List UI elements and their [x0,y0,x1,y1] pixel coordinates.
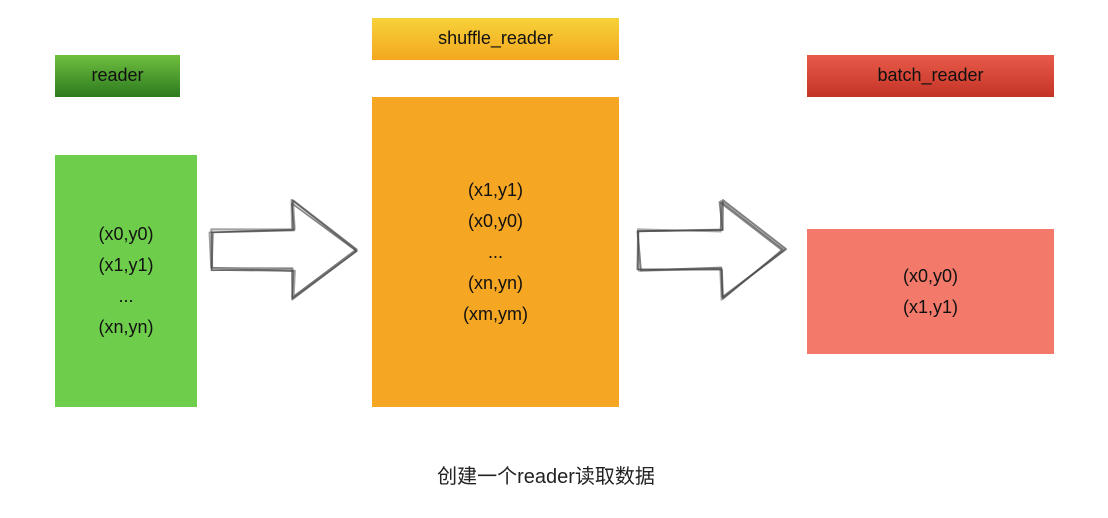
diagram-caption: 创建一个reader读取数据 [346,460,746,489]
reader-data-item: (x1,y1) [98,255,153,276]
batch_reader-data-item: (x0,y0) [903,266,958,287]
batch_reader-data-box: (x0,y0) (x1,y1) [807,229,1054,354]
shuffle_reader-header: shuffle_reader [372,18,619,60]
shuffle_reader-header-label: shuffle_reader [438,28,553,48]
shuffle_reader-data-box: (x1,y1) (x0,y0)... (xn,yn) (xm,ym) [372,97,619,407]
shuffle_reader-data-item: (x1,y1) [468,180,523,201]
flow-arrow-icon [634,192,789,308]
reader-data-item: (xn,yn) [98,317,153,338]
reader-data-item: (x0,y0) [98,224,153,245]
batch_reader-data-item: (x1,y1) [903,297,958,318]
reader-header: reader [55,55,180,97]
shuffle_reader-data-item: ... [488,242,503,263]
shuffle_reader-data-item: (x0,y0) [468,211,523,232]
batch_reader-header-label: batch_reader [877,65,983,85]
reader-data-item: ... [118,286,133,307]
shuffle_reader-data-item: (xn,yn) [468,273,523,294]
batch_reader-header: batch_reader [807,55,1054,97]
reader-data-box: (x0,y0) (x1,y1)... (xn,yn) [55,155,197,407]
shuffle_reader-data-item: (xm,ym) [463,304,528,325]
reader-header-label: reader [91,65,143,85]
flow-arrow-icon [206,192,361,308]
